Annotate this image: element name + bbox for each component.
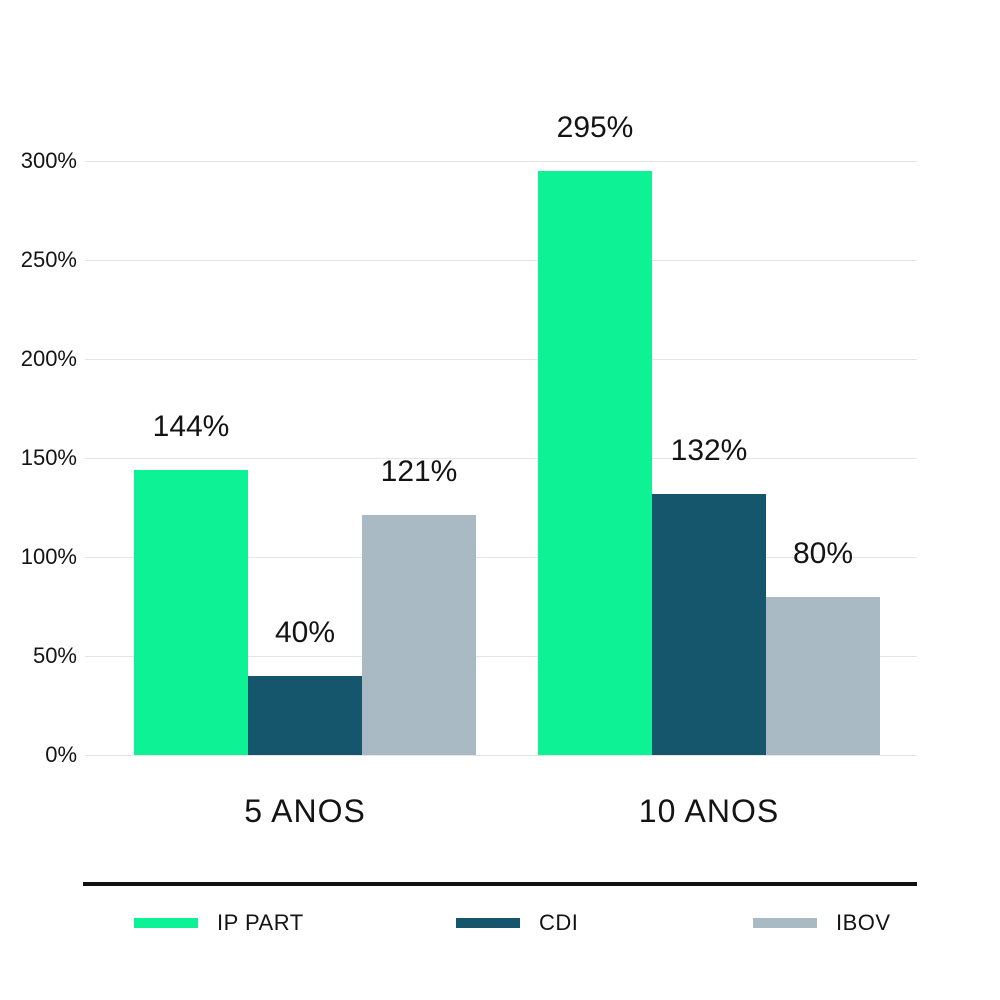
bar-group-5-anos: 144% 40% 121% xyxy=(134,161,476,755)
y-axis-tick-label: 250% xyxy=(20,247,77,272)
gridline xyxy=(85,458,917,459)
legend-label: CDI xyxy=(539,910,579,935)
legend-swatch-cdi xyxy=(456,918,520,928)
bar-ip-part-5-anos xyxy=(134,469,248,755)
x-axis-category-label: 10 ANOS xyxy=(638,793,780,829)
bar-value-label: 121% xyxy=(380,455,458,489)
bar-ibov-5-anos xyxy=(362,515,476,755)
legend-item-cdi: CDI xyxy=(456,908,578,938)
gridline xyxy=(85,755,917,756)
gridline xyxy=(85,359,917,360)
y-axis-tick-label: 300% xyxy=(20,148,77,173)
x-axis-category-label: 5 ANOS xyxy=(244,793,366,829)
y-axis-tick-label: 100% xyxy=(20,544,77,569)
y-axis-tick-label: 200% xyxy=(20,346,77,371)
legend-label: IP PART xyxy=(217,910,304,935)
gridline xyxy=(85,161,917,162)
bar-column-cdi-10-anos: 132% xyxy=(652,161,766,755)
legend-item-ibov: IBOV xyxy=(753,908,891,938)
bar-cdi-5-anos xyxy=(248,675,362,755)
bar-column-cdi-5-anos: 40% xyxy=(248,161,362,755)
bar-value-label: 144% xyxy=(152,409,230,443)
bar-value-label: 40% xyxy=(274,615,336,649)
bar-cdi-10-anos xyxy=(652,493,766,755)
bar-chart: 300% 250% 200% 150% 100% 50% 0% 144% 40% 121% 5 AN… xyxy=(21,111,917,829)
bar-ibov-10-anos xyxy=(766,596,880,755)
bar-value-label: 80% xyxy=(792,536,854,570)
gridline xyxy=(85,557,917,558)
y-axis-tick-label: 50% xyxy=(32,643,77,668)
bar-column-ip-part-5-anos: 144% xyxy=(134,161,248,755)
bar-value-label: 132% xyxy=(670,433,748,467)
bar-column-ip-part-10-anos: 295% xyxy=(538,111,652,755)
legend: IP PART CDI IBOV xyxy=(0,906,1000,946)
legend-swatch-ibov xyxy=(753,918,817,928)
y-axis-tick-label: 150% xyxy=(20,445,77,470)
gridline xyxy=(85,656,917,657)
legend-label: IBOV xyxy=(836,910,891,935)
legend-swatch-ip-part xyxy=(134,918,198,928)
legend-divider xyxy=(83,882,917,886)
bar-column-ibov-5-anos: 121% xyxy=(362,161,476,755)
y-axis-tick-label: 0% xyxy=(45,742,77,767)
bar-ip-part-10-anos xyxy=(538,170,652,755)
bar-value-label: 295% xyxy=(556,110,634,144)
bar-column-ibov-10-anos: 80% xyxy=(766,161,880,755)
bar-group-10-anos: 295% 132% 80% xyxy=(538,111,880,755)
legend-item-ip-part: IP PART xyxy=(134,908,304,938)
gridline xyxy=(85,260,917,261)
